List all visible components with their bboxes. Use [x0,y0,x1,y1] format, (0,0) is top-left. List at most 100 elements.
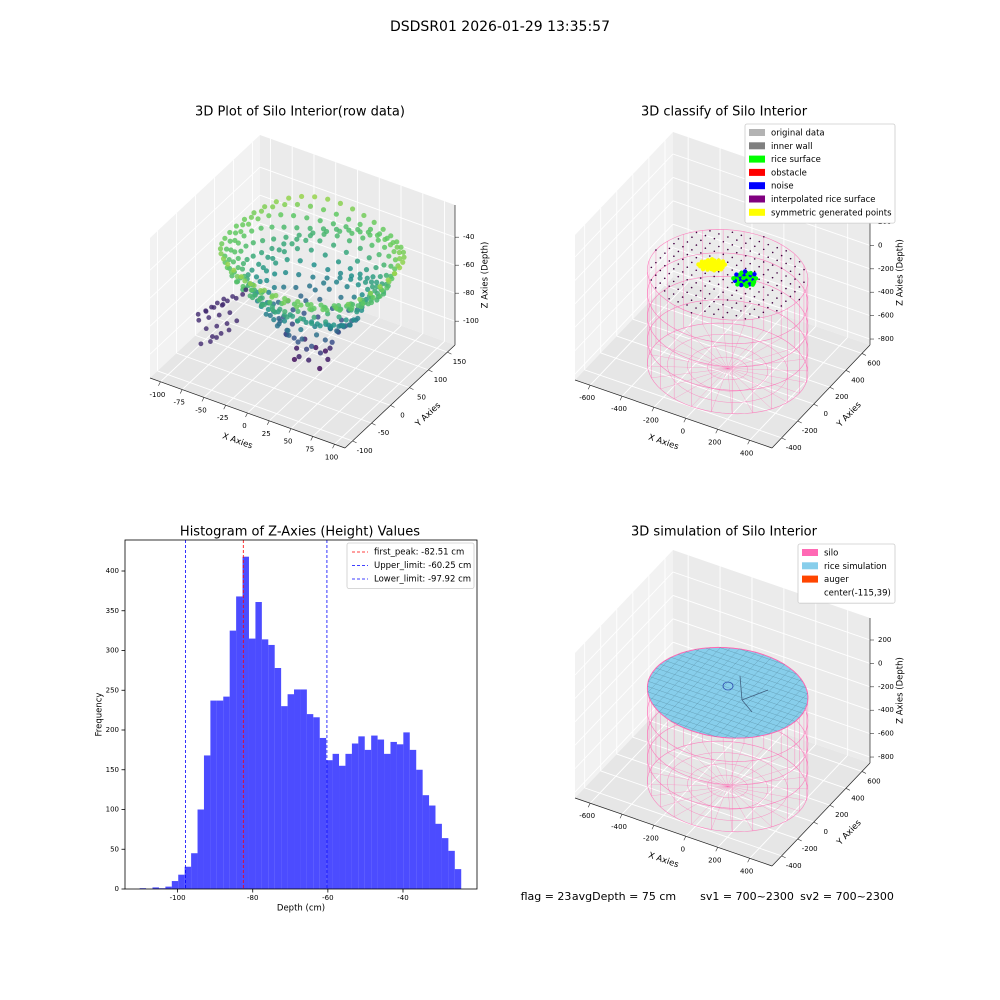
y-tick-label: 300 [106,647,119,655]
point [722,240,725,243]
point [392,270,398,277]
point [242,278,248,284]
point [241,233,247,239]
point [234,273,240,280]
point [749,250,752,252]
point [736,239,738,241]
point [310,274,316,280]
point [686,253,689,256]
point [735,251,738,254]
point [401,254,407,260]
z-tick-label: -200 [878,265,894,273]
silo-wire [660,368,728,390]
grid-line [584,787,782,857]
point [297,316,304,322]
plot-frame [124,539,478,890]
point [699,277,702,279]
axis-line [149,377,346,449]
point [713,237,716,240]
bar [319,737,327,889]
point [663,290,666,292]
point [250,253,256,259]
point [322,337,328,343]
point [294,236,300,242]
point [776,297,778,299]
point [677,263,680,265]
point [375,237,381,243]
point [263,311,269,317]
point [731,281,733,284]
point [320,226,327,232]
point [758,291,760,293]
point [368,299,375,306]
point [291,356,298,363]
point [347,265,353,272]
y-tick-label: 400 [851,376,864,384]
x-tick-label: -200 [643,416,659,424]
tick-mark [781,437,786,441]
point [286,332,292,338]
point [243,243,249,249]
grid-line [268,317,380,422]
point [214,300,220,306]
x-axis-label: Depth (cm) [277,904,325,914]
point [340,323,346,329]
point [726,311,729,314]
grid-line [259,222,456,294]
silo-wire [667,334,728,369]
silo-wire [727,786,733,832]
silo-wire [727,776,804,787]
point [713,250,716,253]
grid-line [632,318,830,388]
bar [300,689,307,889]
point [726,261,729,263]
point [227,238,233,244]
point [260,238,266,244]
point [203,326,209,332]
x-tick-label: 0 [681,427,685,435]
bar [197,809,204,889]
point [354,309,360,315]
x-tick-label: 200 [708,438,721,446]
point [373,264,379,271]
tick-mark [352,440,357,444]
point [333,305,339,311]
point [367,290,374,296]
axis-line [344,344,456,449]
point [296,354,302,360]
point [349,230,355,236]
point [735,264,738,267]
point [226,327,232,333]
point [357,271,363,277]
point [347,322,353,328]
point [232,230,239,236]
point [271,284,277,291]
point [735,282,740,287]
point [294,345,300,351]
y-axis-label: Frequency [95,693,105,737]
point [789,270,792,273]
point [294,304,300,310]
point [758,303,760,306]
tick-mark [747,858,750,863]
point [753,295,756,298]
point [337,307,343,313]
point [303,346,310,352]
x-tick-label: -50 [195,406,206,414]
legend-patch [749,208,765,216]
point [740,297,742,300]
point [753,270,756,273]
point [780,292,783,295]
point [269,224,275,230]
tick-mark [223,405,227,410]
point [384,285,390,291]
mesh-line [705,647,803,682]
center-marker [722,681,734,691]
point [218,251,224,257]
point [251,210,257,216]
point [704,285,706,287]
grid-line [157,370,353,442]
tick-mark [747,440,750,445]
point [222,235,228,241]
point [713,288,715,290]
